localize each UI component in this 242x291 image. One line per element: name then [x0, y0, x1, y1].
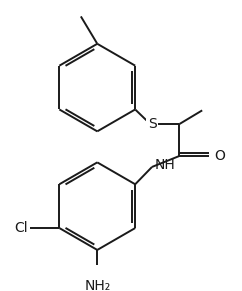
Text: S: S [148, 117, 156, 131]
Text: Cl: Cl [15, 221, 28, 235]
Text: NH₂: NH₂ [84, 279, 110, 291]
Text: O: O [214, 149, 225, 163]
Text: NH: NH [155, 158, 175, 172]
